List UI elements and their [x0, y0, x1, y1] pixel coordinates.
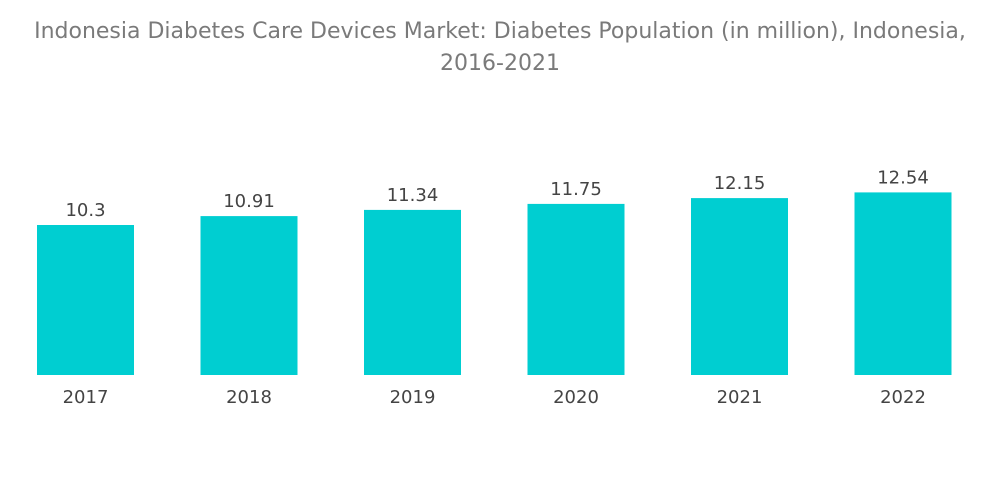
chart-title: Indonesia Diabetes Care Devices Market: …	[34, 19, 966, 76]
bar-value-label-2022: 12.54	[877, 167, 929, 188]
x-tick-label-2020: 2020	[553, 387, 599, 408]
value-labels-group: 10.3 10.91 11.34 11.75 12.15 12.54	[65, 167, 928, 221]
x-tick-label-2017: 2017	[63, 387, 109, 408]
x-tick-label-2019: 2019	[390, 387, 436, 408]
bar-2017	[37, 225, 134, 375]
bar-value-label-2018: 10.91	[223, 191, 275, 212]
bar-2022	[854, 192, 952, 375]
bar-value-label-2020: 11.75	[550, 179, 602, 200]
x-axis-ticks-group: 2017 2018 2019 2020 2021 2022	[63, 387, 926, 408]
bar-value-label-2017: 10.3	[65, 200, 105, 221]
x-tick-label-2022: 2022	[880, 387, 926, 408]
bar-2020	[527, 203, 625, 375]
x-tick-label-2021: 2021	[717, 387, 763, 408]
x-tick-label-2018: 2018	[226, 387, 272, 408]
bar-2021	[691, 198, 788, 375]
bar-2019	[364, 209, 461, 375]
bar-value-label-2021: 12.15	[714, 173, 766, 194]
bar-value-label-2019: 11.34	[387, 185, 439, 206]
bar-2018	[200, 216, 298, 375]
bars-group	[37, 192, 952, 375]
